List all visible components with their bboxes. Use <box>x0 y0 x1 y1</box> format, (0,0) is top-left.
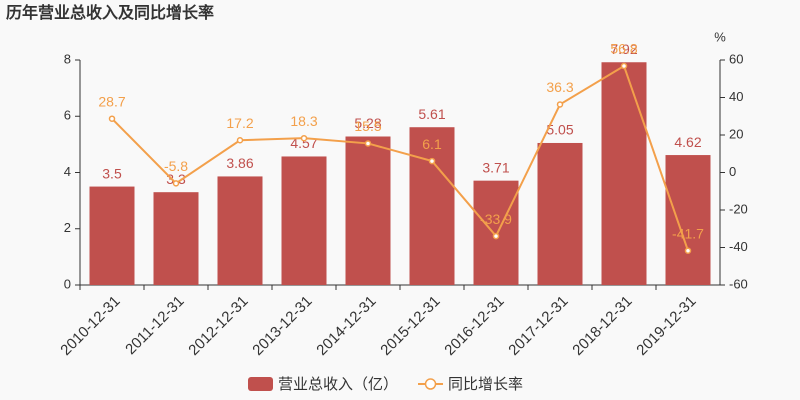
y-tick-label: 2 <box>64 220 71 235</box>
y2-tick-label: -20 <box>729 201 748 216</box>
bar-value-label: 3.86 <box>226 155 253 171</box>
bar <box>217 176 263 285</box>
line-point <box>172 180 180 187</box>
y-tick-label: 0 <box>64 276 71 291</box>
y2-tick-label: 40 <box>729 89 743 104</box>
y2-axis-label: % <box>714 29 726 44</box>
line-value-label: 15.5 <box>354 118 381 134</box>
line-point <box>364 140 372 147</box>
line-point <box>428 157 436 165</box>
line-value-label: -33.9 <box>480 211 512 227</box>
bar-value-label: 5.61 <box>418 106 445 122</box>
y2-tick-label: 60 <box>729 51 743 66</box>
bar-value-label: 5.28 <box>354 115 381 131</box>
bar-value-label: 4.62 <box>674 134 701 150</box>
line-point <box>684 247 692 254</box>
y-tick-label: 4 <box>64 164 71 179</box>
bar-value-label: 3.5 <box>102 165 122 181</box>
line-point <box>236 137 244 144</box>
legend-label: 同比增长率 <box>448 376 523 393</box>
legend-swatch <box>248 377 273 391</box>
bar <box>345 136 391 285</box>
line-value-label: 56.8 <box>610 41 637 57</box>
bar <box>537 142 583 285</box>
line-point <box>492 232 500 240</box>
line-point <box>556 101 564 108</box>
bar <box>601 62 647 285</box>
y2-tick-label: 0 <box>729 164 736 179</box>
line <box>111 64 689 252</box>
bar <box>409 127 455 285</box>
bar <box>665 155 711 285</box>
y2-tick-label: 20 <box>729 126 743 141</box>
bar-value-label: 3.71 <box>482 159 509 175</box>
legend-label: 营业总收入（亿） <box>278 376 398 393</box>
line-value-label: -41.7 <box>672 225 704 241</box>
y-tick-label: 6 <box>64 108 71 123</box>
y-tick-label: 8 <box>64 51 71 66</box>
line-point <box>300 134 308 142</box>
line-value-label: 6.1 <box>422 136 442 152</box>
line-value-label: 17.2 <box>226 115 253 131</box>
chart-title: 历年营业总收入及同比增长率 <box>6 3 214 22</box>
y2-tick-label: -40 <box>729 239 748 254</box>
bar-value-label: 7.92 <box>610 41 637 57</box>
legend-swatch <box>424 378 437 390</box>
bar-value-label: 3.3 <box>166 171 186 187</box>
line-value-label: 18.3 <box>290 113 317 129</box>
line-value-label: -5.8 <box>164 158 188 174</box>
bar <box>281 156 327 285</box>
line-value-label: 36.3 <box>546 79 573 95</box>
line-point <box>620 62 628 70</box>
line-point <box>108 115 116 122</box>
y2-tick-label: -60 <box>729 276 748 291</box>
line-value-label: 28.7 <box>98 93 125 109</box>
bar-value-label: 5.05 <box>546 122 573 138</box>
bar <box>89 186 135 285</box>
bar <box>153 192 199 285</box>
